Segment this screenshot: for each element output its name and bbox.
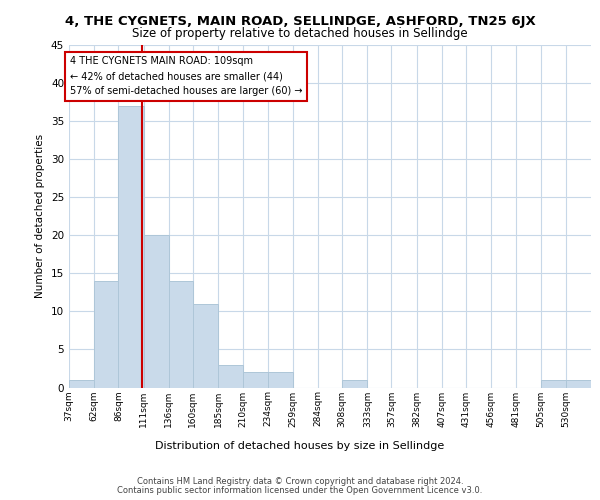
Bar — [69, 380, 94, 388]
Text: 4 THE CYGNETS MAIN ROAD: 109sqm
← 42% of detached houses are smaller (44)
57% of: 4 THE CYGNETS MAIN ROAD: 109sqm ← 42% of… — [70, 56, 302, 96]
Bar — [143, 236, 169, 388]
Bar — [342, 380, 367, 388]
Bar — [566, 380, 591, 388]
Text: Contains HM Land Registry data © Crown copyright and database right 2024.: Contains HM Land Registry data © Crown c… — [137, 477, 463, 486]
Bar — [169, 281, 193, 388]
Bar — [118, 106, 143, 388]
Bar — [218, 364, 244, 388]
Bar — [193, 304, 218, 388]
Text: Size of property relative to detached houses in Sellindge: Size of property relative to detached ho… — [132, 28, 468, 40]
Bar — [541, 380, 566, 388]
Bar — [268, 372, 293, 388]
Y-axis label: Number of detached properties: Number of detached properties — [35, 134, 46, 298]
Bar — [244, 372, 268, 388]
Bar — [94, 281, 118, 388]
Text: Distribution of detached houses by size in Sellindge: Distribution of detached houses by size … — [155, 441, 445, 451]
Text: Contains public sector information licensed under the Open Government Licence v3: Contains public sector information licen… — [118, 486, 482, 495]
Text: 4, THE CYGNETS, MAIN ROAD, SELLINDGE, ASHFORD, TN25 6JX: 4, THE CYGNETS, MAIN ROAD, SELLINDGE, AS… — [65, 15, 535, 28]
